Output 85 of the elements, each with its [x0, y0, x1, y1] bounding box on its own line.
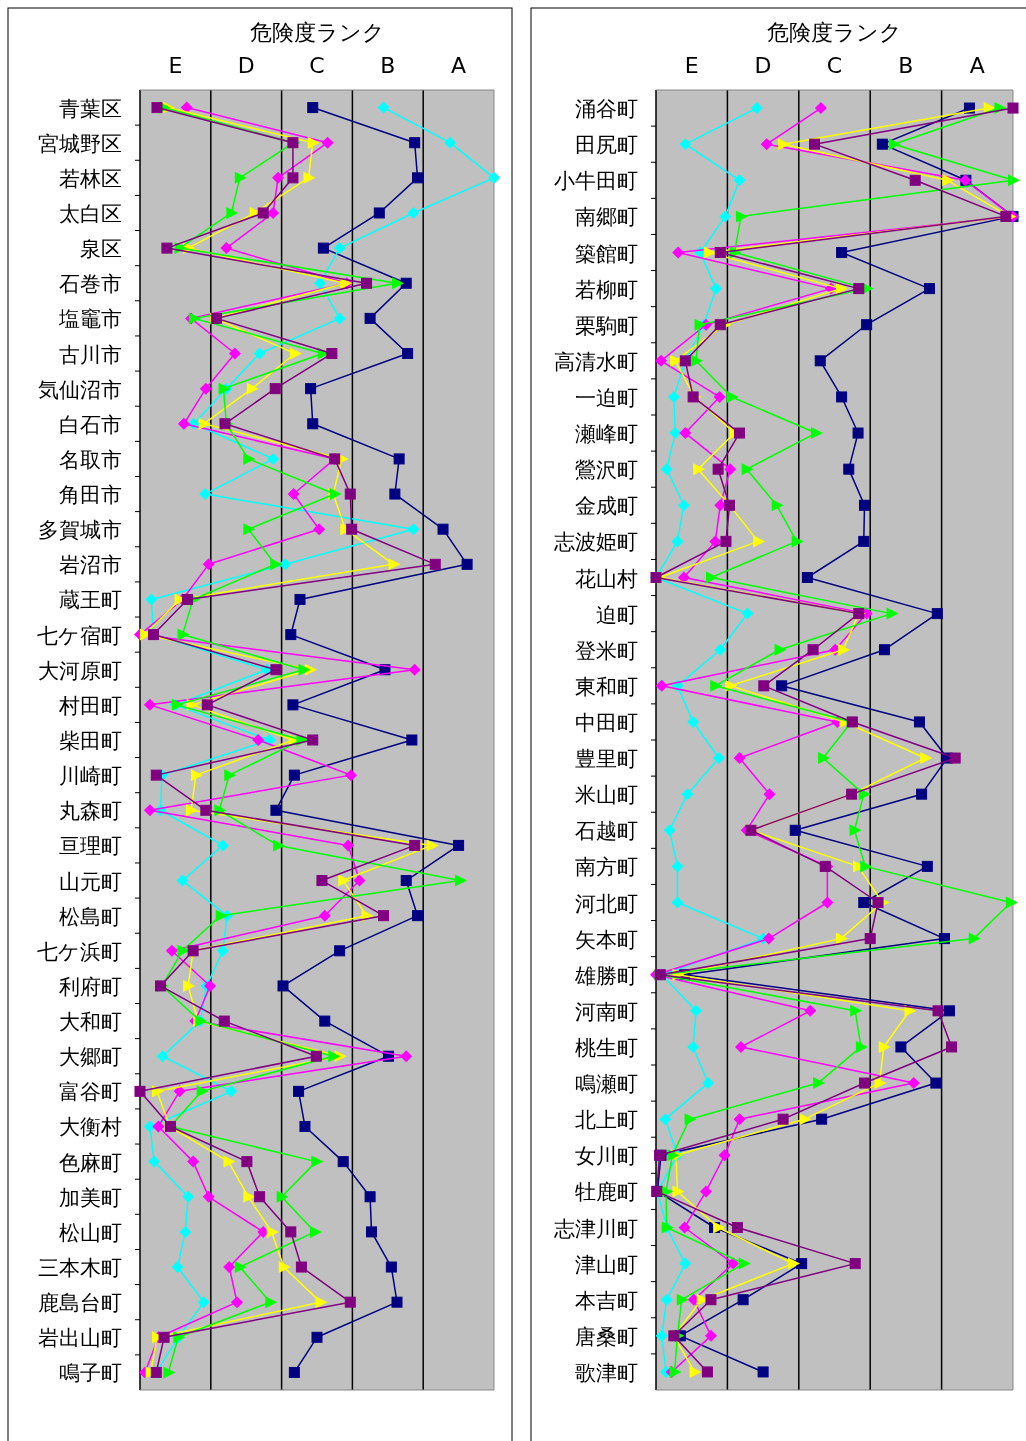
y-tick-label: 一迫町	[575, 385, 638, 410]
y-tick-label: 岩沼市	[59, 553, 122, 578]
y-tick-label: 豊里町	[575, 747, 638, 772]
y-tick-label: 白石市	[59, 412, 122, 437]
y-tick-label: 東和町	[575, 674, 638, 699]
y-tick-label: 大河原町	[38, 658, 122, 683]
text: B	[898, 53, 914, 78]
y-tick-label: 志津川町	[554, 1216, 638, 1241]
y-tick-label: 田尻町	[575, 133, 638, 158]
y-tick-label: 女川町	[575, 1144, 638, 1169]
y-tick-label: 歌津町	[575, 1360, 638, 1385]
y-tick-label: 太白区	[59, 201, 122, 226]
y-tick-label: 七ケ宿町	[37, 623, 122, 648]
y-tick-label: 志波姫町	[554, 530, 638, 555]
y-tick-label: 大郷町	[59, 1045, 122, 1070]
y-tick-label: 築館町	[575, 241, 638, 266]
y-tick-label: 花山村	[575, 566, 638, 591]
chart-title: 危険度ランク	[249, 20, 385, 45]
y-tick-label: 松島町	[59, 904, 122, 929]
y-tick-label: 松山町	[59, 1220, 122, 1245]
y-tick-label: 小牛田町	[554, 169, 638, 194]
y-tick-label: 涌谷町	[575, 97, 638, 122]
y-tick-label: 河南町	[575, 999, 638, 1024]
y-tick-label: 古川市	[59, 342, 122, 367]
text: D	[237, 53, 255, 78]
y-tick-label: 若林区	[59, 166, 122, 191]
y-tick-label: 泉区	[80, 237, 122, 262]
y-tick-label: 唐桑町	[575, 1324, 638, 1349]
y-tick-label: 石巻市	[59, 272, 122, 297]
y-tick-label: 津山町	[575, 1252, 638, 1277]
y-tick-label: 岩出山町	[38, 1326, 122, 1351]
y-tick-label: 塩竈市	[58, 307, 122, 332]
y-tick-label: 南郷町	[575, 205, 638, 230]
y-tick-label: 川崎町	[59, 764, 122, 789]
y-tick-label: 北上町	[575, 1108, 638, 1133]
y-tick-label: 高清水町	[554, 349, 638, 374]
y-tick-label: 角田市	[59, 483, 122, 508]
y-tick-label: 富谷町	[59, 1080, 122, 1105]
y-tick-label: 河北町	[575, 891, 638, 916]
y-tick-label: 石越町	[575, 819, 638, 844]
chart-title: 危険度ランク	[767, 20, 902, 45]
y-tick-label: 南方町	[575, 855, 638, 880]
y-tick-label: 宮城野区	[38, 131, 122, 156]
text: C	[826, 53, 843, 78]
y-tick-label: 雄勝町	[574, 963, 638, 988]
y-tick-label: 色麻町	[59, 1150, 122, 1175]
y-tick-label: 若柳町	[575, 277, 638, 302]
y-tick-label: 大和町	[59, 1010, 122, 1035]
y-tick-label: 桃生町	[575, 1035, 638, 1060]
y-tick-label: 丸森町	[59, 799, 122, 824]
text: E	[684, 53, 699, 78]
y-tick-label: 矢本町	[575, 927, 638, 952]
text: B	[380, 53, 396, 78]
y-tick-label: 多賀城市	[38, 518, 122, 543]
y-tick-label: 蔵王町	[59, 588, 122, 613]
y-tick-label: 三本木町	[38, 1256, 122, 1281]
text: A	[451, 53, 467, 78]
y-tick-label: 鳴瀬町	[575, 1072, 638, 1097]
y-tick-label: 瀬峰町	[575, 422, 638, 447]
y-tick-label: 山元町	[59, 869, 122, 894]
y-tick-label: 気仙沼市	[38, 377, 122, 402]
y-tick-label: 柴田町	[59, 729, 122, 753]
y-tick-label: 本吉町	[575, 1288, 638, 1313]
y-tick-label: 鳴子町	[59, 1361, 122, 1386]
y-tick-label: 牡鹿町	[575, 1180, 638, 1205]
y-tick-label: 登米町	[575, 638, 638, 663]
y-tick-label: 栗駒町	[575, 313, 638, 338]
text: E	[168, 53, 183, 78]
y-tick-label: 鹿島台町	[38, 1291, 122, 1316]
text: C	[309, 53, 325, 78]
y-tick-label: 亘理町	[59, 834, 122, 859]
y-tick-label: 名取市	[59, 447, 122, 472]
y-tick-label: 七ケ浜町	[37, 939, 122, 964]
y-tick-label: 村田町	[58, 693, 122, 718]
text: A	[969, 53, 985, 78]
y-tick-label: 金成町	[575, 494, 638, 519]
y-tick-label: 利府町	[59, 974, 122, 999]
y-tick-label: 大衡村	[59, 1115, 122, 1140]
y-tick-label: 中田町	[575, 710, 638, 735]
y-tick-label: 米山町	[575, 783, 638, 808]
y-tick-label: 鶯沢町	[575, 458, 638, 483]
y-tick-label: 迫町	[596, 602, 638, 627]
y-tick-label: 加美町	[59, 1185, 122, 1210]
y-tick-label: 青葉区	[59, 96, 122, 121]
text: D	[754, 53, 772, 78]
